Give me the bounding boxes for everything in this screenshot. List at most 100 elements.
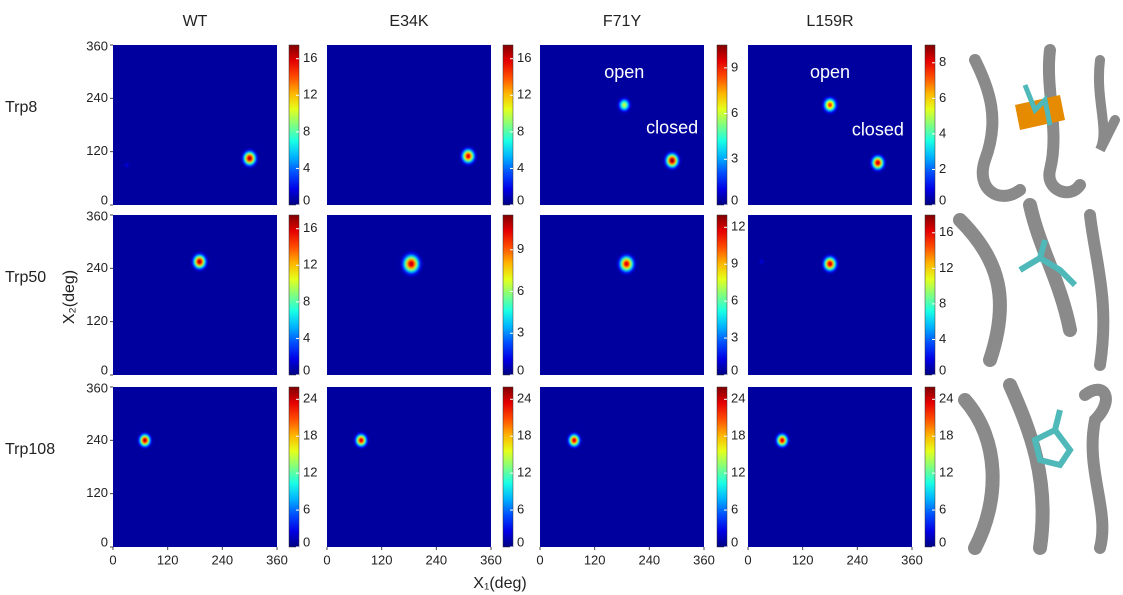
density-spot bbox=[135, 429, 155, 451]
residue bbox=[1035, 410, 1070, 465]
colorbar-tick-label: 0 bbox=[517, 534, 524, 549]
density-spot bbox=[120, 158, 133, 172]
column-title: L159R bbox=[806, 13, 853, 30]
structure-trp108 bbox=[965, 385, 1106, 548]
structure-trp50 bbox=[960, 205, 1103, 365]
heatmap-background bbox=[540, 215, 704, 375]
x-tick-label: 0 bbox=[323, 552, 330, 567]
colorbar-tick-label: 18 bbox=[517, 428, 531, 443]
density-spot bbox=[238, 146, 261, 172]
colorbar-tick-label: 9 bbox=[731, 256, 738, 271]
colorbar-tick-label: 12 bbox=[517, 465, 531, 480]
colorbar-tick-label: 9 bbox=[731, 59, 738, 74]
colorbar-tick-label: 0 bbox=[303, 534, 310, 549]
colorbar-tick-label: 12 bbox=[517, 87, 531, 102]
heatmap-background bbox=[540, 387, 704, 547]
colorbar bbox=[717, 45, 727, 205]
colorbar bbox=[925, 387, 935, 547]
y-tick-label: 0 bbox=[101, 362, 108, 377]
colorbar-tick-label: 8 bbox=[303, 123, 310, 138]
density-spot bbox=[188, 249, 211, 275]
x-tick-label: 0 bbox=[109, 552, 116, 567]
colorbar-tick-label: 4 bbox=[939, 125, 946, 140]
colorbar-tick-label: 0 bbox=[731, 192, 738, 207]
colorbar-tick-label: 2 bbox=[939, 161, 946, 176]
colorbar-tick-label: 6 bbox=[517, 283, 524, 298]
figure: WTE34KF71YL159RTrp8Trp50Trp108X₁(deg)X₂(… bbox=[0, 0, 1123, 595]
colorbar-tick-label: 8 bbox=[303, 293, 310, 308]
y-tick-label: 0 bbox=[101, 192, 108, 207]
colorbar-tick-label: 16 bbox=[517, 50, 531, 65]
y-tick-label: 0 bbox=[101, 534, 108, 549]
colorbar bbox=[925, 45, 935, 205]
colorbar-tick-label: 0 bbox=[303, 362, 310, 377]
density-spot bbox=[351, 429, 371, 451]
x-tick-label: 360 bbox=[693, 552, 715, 567]
y-tick-label: 360 bbox=[86, 38, 108, 53]
row-label: Trp8 bbox=[5, 99, 37, 116]
y-tick-label: 240 bbox=[86, 90, 108, 105]
x-tick-label: 120 bbox=[371, 552, 393, 567]
colorbar-tick-label: 4 bbox=[517, 160, 524, 175]
colorbar-tick-label: 0 bbox=[939, 362, 946, 377]
colorbar-tick-label: 24 bbox=[303, 391, 317, 406]
colorbar-tick-label: 6 bbox=[939, 502, 946, 517]
density-spot bbox=[614, 250, 640, 279]
density-spot bbox=[772, 429, 792, 451]
colorbar bbox=[503, 215, 513, 375]
density-spot bbox=[564, 429, 584, 451]
colorbar-tick-label: 18 bbox=[731, 428, 745, 443]
x-tick-label: 360 bbox=[901, 552, 923, 567]
colorbar-tick-label: 12 bbox=[303, 257, 317, 272]
y-tick-label: 240 bbox=[86, 432, 108, 447]
colorbar bbox=[289, 215, 299, 375]
heatmap-background bbox=[327, 387, 491, 547]
column-title: WT bbox=[183, 13, 208, 30]
x-tick-label: 240 bbox=[211, 552, 233, 567]
colorbar-tick-label: 12 bbox=[731, 219, 745, 234]
row-label: Trp50 bbox=[5, 269, 46, 286]
colorbar-tick-label: 24 bbox=[939, 391, 953, 406]
colorbar-tick-label: 0 bbox=[303, 192, 310, 207]
colorbar-tick-label: 0 bbox=[517, 362, 524, 377]
colorbar-tick-label: 8 bbox=[517, 123, 524, 138]
colorbar-tick-label: 0 bbox=[939, 192, 946, 207]
colorbar-tick-label: 4 bbox=[303, 330, 310, 345]
y-tick-label: 120 bbox=[86, 313, 108, 328]
heatmap-background bbox=[113, 215, 277, 375]
density-spot bbox=[819, 251, 842, 277]
x-tick-label: 240 bbox=[638, 552, 660, 567]
y-tick-label: 120 bbox=[86, 485, 108, 500]
density-spot bbox=[819, 93, 841, 118]
heatmap-background bbox=[113, 45, 277, 205]
colorbar-tick-label: 24 bbox=[517, 391, 531, 406]
column-title: E34K bbox=[389, 13, 428, 30]
colorbar-tick-label: 0 bbox=[731, 534, 738, 549]
colorbar-tick-label: 6 bbox=[303, 502, 310, 517]
colorbar-tick-label: 16 bbox=[303, 50, 317, 65]
colorbar-tick-label: 3 bbox=[731, 151, 738, 166]
heatmap-background bbox=[113, 387, 277, 547]
y-tick-label: 240 bbox=[86, 260, 108, 275]
heatmap-background bbox=[748, 215, 912, 375]
y-axis-label: X₂(deg) bbox=[61, 270, 78, 324]
heatmap-background bbox=[327, 215, 491, 375]
y-tick-label: 360 bbox=[86, 380, 108, 395]
spot-annotation: open bbox=[604, 62, 644, 82]
heatmap-background bbox=[748, 387, 912, 547]
colorbar bbox=[925, 215, 935, 375]
colorbar-tick-label: 0 bbox=[731, 362, 738, 377]
spot-annotation: open bbox=[810, 62, 850, 82]
x-tick-label: 360 bbox=[480, 552, 502, 567]
colorbar-tick-label: 6 bbox=[731, 105, 738, 120]
density-spot bbox=[614, 94, 634, 116]
colorbar-tick-label: 4 bbox=[303, 160, 310, 175]
colorbar-tick-label: 0 bbox=[517, 192, 524, 207]
colorbar bbox=[289, 387, 299, 547]
colorbar-tick-label: 18 bbox=[939, 428, 953, 443]
colorbar-tick-label: 6 bbox=[939, 90, 946, 105]
colorbar-tick-label: 16 bbox=[939, 224, 953, 239]
colorbar-tick-label: 12 bbox=[939, 260, 953, 275]
x-tick-label: 120 bbox=[792, 552, 814, 567]
colorbar-tick-label: 3 bbox=[517, 325, 524, 340]
